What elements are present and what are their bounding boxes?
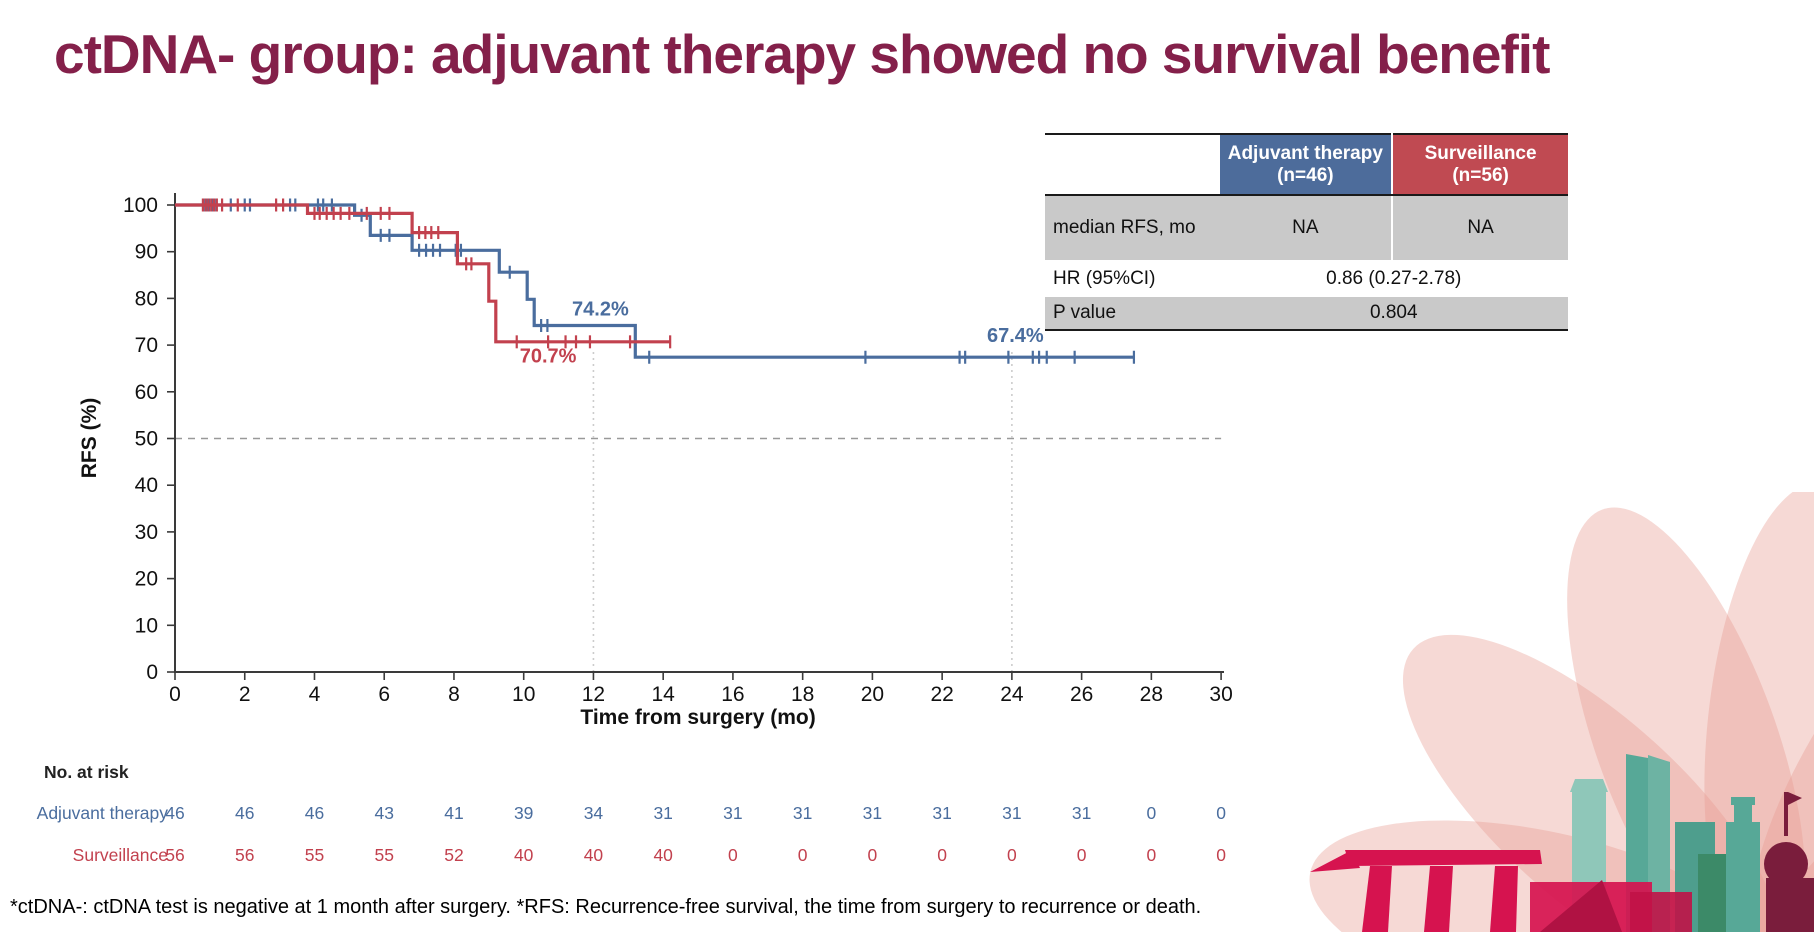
x-tick-label: 8 <box>448 683 460 706</box>
at-risk-value: 39 <box>514 803 533 823</box>
table-header-row: Adjuvant therapy (n=46) Surveillance (n=… <box>1045 134 1568 196</box>
at-risk-value: 43 <box>374 803 393 823</box>
y-tick-label: 50 <box>135 428 158 451</box>
at-risk-value: 34 <box>584 803 604 823</box>
table-row-median-rfs: median RFS, mo NA NA <box>1045 195 1568 260</box>
hazard-ratio-value: 0.86 (0.27-2.78) <box>1219 260 1568 297</box>
y-axis-title: RFS (%) <box>78 398 101 479</box>
x-tick-label: 18 <box>791 683 814 706</box>
median-rfs-adjuvant-value: NA <box>1219 195 1393 260</box>
building-bottle <box>1726 797 1760 932</box>
y-tick-label: 20 <box>135 568 158 591</box>
surveillance-header-label: Surveillance <box>1424 143 1537 165</box>
at-risk-value: 31 <box>653 803 672 823</box>
at-risk-value: 40 <box>514 845 534 865</box>
survival-rate-annotation: 74.2% <box>572 299 629 321</box>
x-tick-label: 22 <box>930 683 953 706</box>
table-header-blank-cell <box>1045 134 1220 196</box>
at-risk-title: No. at risk <box>44 762 129 782</box>
at-risk-value: 56 <box>235 845 254 865</box>
table-header-surveillance-cell: Surveillance (n=56) <box>1391 134 1568 196</box>
y-tick-label: 90 <box>135 241 158 264</box>
at-risk-value: 56 <box>165 845 184 865</box>
p-value-value: 0.804 <box>1219 297 1568 330</box>
median-rfs-label: median RFS, mo <box>1045 195 1220 260</box>
building-dome-spire <box>1764 792 1814 932</box>
at-risk-value: 31 <box>1072 803 1091 823</box>
at-risk-value: 55 <box>374 845 393 865</box>
at-risk-row-label: Adjuvant therapy <box>37 803 169 823</box>
x-tick-label: 12 <box>582 683 605 706</box>
singapore-skyline-decoration <box>1309 492 1814 932</box>
x-tick-label: 14 <box>652 683 676 706</box>
at-risk-value: 0 <box>1077 845 1087 865</box>
at-risk-value: 55 <box>305 845 324 865</box>
x-tick-label: 20 <box>861 683 884 706</box>
at-risk-value: 0 <box>728 845 738 865</box>
table-row-p-value: P value 0.804 <box>1045 297 1568 330</box>
x-tick-label: 0 <box>169 683 181 706</box>
survival-rate-annotation: 70.7% <box>520 345 577 367</box>
at-risk-value: 31 <box>1002 803 1021 823</box>
at-risk-value: 31 <box>932 803 951 823</box>
x-tick-label: 6 <box>378 683 390 706</box>
at-risk-value: 52 <box>444 845 463 865</box>
at-risk-value: 0 <box>1007 845 1017 865</box>
table-row-hazard-ratio: HR (95%CI) 0.86 (0.27-2.78) <box>1045 260 1568 297</box>
at-risk-value: 46 <box>305 803 324 823</box>
y-tick-label: 10 <box>135 614 158 637</box>
at-risk-value: 0 <box>1216 803 1226 823</box>
km-curve-surveillance <box>175 203 671 344</box>
at-risk-value: 31 <box>723 803 742 823</box>
x-tick-label: 30 <box>1209 683 1232 706</box>
summary-statistics-table: Adjuvant therapy (n=46) Surveillance (n=… <box>1045 133 1568 331</box>
at-risk-value: 46 <box>165 803 184 823</box>
at-risk-value: 0 <box>1216 845 1226 865</box>
y-tick-label: 30 <box>135 521 158 544</box>
at-risk-value: 0 <box>1146 845 1156 865</box>
surveillance-header-n: (n=56) <box>1452 164 1509 186</box>
adjuvant-header-label: Adjuvant therapy <box>1227 143 1383 165</box>
page-title: ctDNA- group: adjuvant therapy showed no… <box>54 23 1550 85</box>
table-header-adjuvant-cell: Adjuvant therapy (n=46) <box>1219 134 1393 196</box>
y-tick-label: 80 <box>135 287 158 310</box>
at-risk-value: 41 <box>444 803 463 823</box>
footnote: *ctDNA-: ctDNA test is negative at 1 mon… <box>10 896 1202 918</box>
at-risk-value: 40 <box>653 845 673 865</box>
adjuvant-header-n: (n=46) <box>1277 164 1334 186</box>
y-tick-label: 70 <box>135 334 158 357</box>
at-risk-row-label: Surveillance <box>73 845 168 865</box>
at-risk-value: 31 <box>863 803 882 823</box>
y-tick-label: 40 <box>135 474 158 497</box>
at-risk-value: 31 <box>793 803 812 823</box>
x-tick-label: 16 <box>721 683 744 706</box>
x-tick-label: 26 <box>1070 683 1093 706</box>
x-tick-label: 10 <box>512 683 535 706</box>
hazard-ratio-label: HR (95%CI) <box>1045 260 1220 297</box>
x-tick-label: 4 <box>309 683 321 706</box>
p-value-label: P value <box>1045 297 1220 330</box>
y-tick-label: 100 <box>123 194 158 217</box>
at-risk-value: 0 <box>937 845 947 865</box>
x-tick-label: 2 <box>239 683 251 706</box>
at-risk-value: 0 <box>798 845 808 865</box>
x-axis-title: Time from surgery (mo) <box>580 706 815 729</box>
at-risk-value: 0 <box>868 845 878 865</box>
x-tick-label: 24 <box>1000 683 1024 706</box>
survival-rate-annotation: 67.4% <box>987 325 1044 347</box>
at-risk-value: 46 <box>235 803 254 823</box>
y-tick-label: 60 <box>135 381 158 404</box>
median-rfs-surveillance-value: NA <box>1391 195 1568 260</box>
y-tick-label: 0 <box>146 661 158 684</box>
skyline-buildings <box>1310 754 1814 932</box>
at-risk-value: 40 <box>584 845 604 865</box>
at-risk-value: 0 <box>1146 803 1156 823</box>
x-tick-label: 28 <box>1140 683 1163 706</box>
